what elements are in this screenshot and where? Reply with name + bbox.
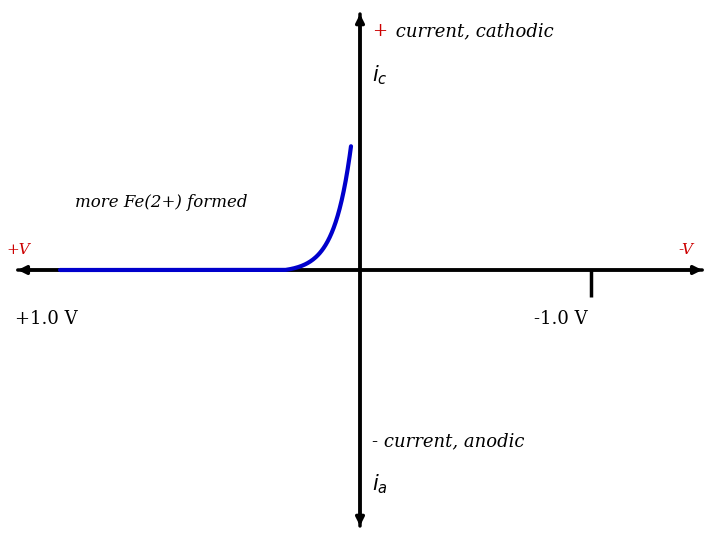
Text: +1.0 V: +1.0 V bbox=[15, 310, 78, 328]
Text: -1.0 V: -1.0 V bbox=[534, 310, 588, 328]
Text: +V: +V bbox=[6, 242, 30, 256]
Text: current, cathodic: current, cathodic bbox=[390, 23, 554, 40]
Text: - current, anodic: - current, anodic bbox=[372, 432, 524, 450]
Text: -V: -V bbox=[678, 242, 693, 256]
Text: +: + bbox=[372, 23, 387, 40]
Text: $i_a$: $i_a$ bbox=[372, 472, 388, 496]
Text: more Fe(2+) formed: more Fe(2+) formed bbox=[75, 194, 248, 211]
Text: $i_c$: $i_c$ bbox=[372, 63, 387, 86]
